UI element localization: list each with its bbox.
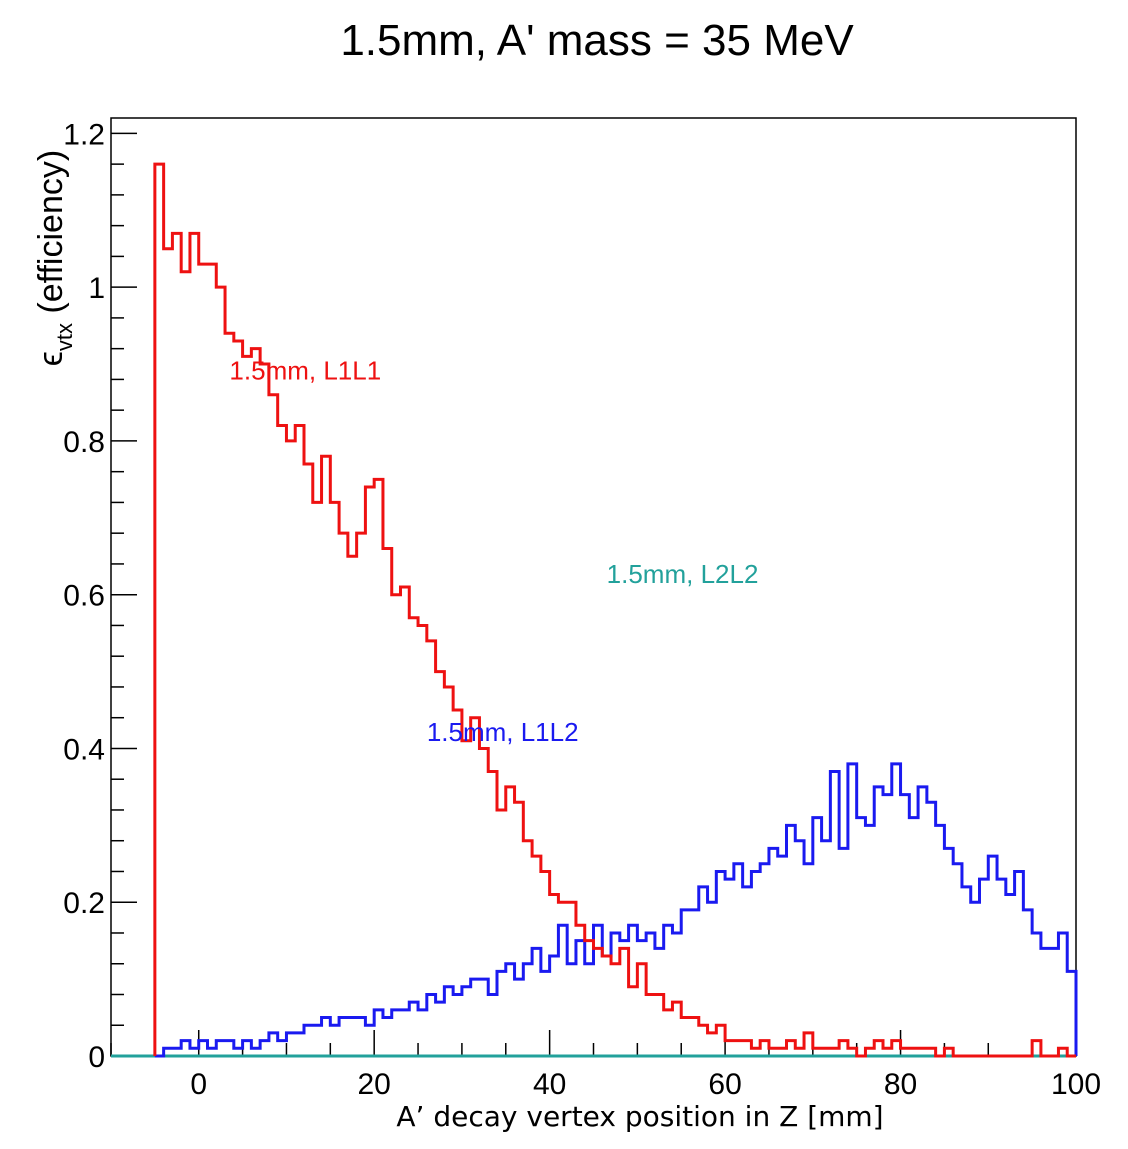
annotation-layer: 1.5mm, L1L1 1.5mm, L1L2 1.5mm, L2L2: [229, 355, 758, 746]
series-label-L2L2: 1.5mm, L2L2: [607, 559, 759, 589]
series-layer: [111, 162, 1078, 1058]
x-tick-label: 100: [1051, 1068, 1101, 1101]
x-tick-label: 80: [884, 1068, 917, 1101]
axes: 0 20 40 60 80 100 0 0.2 0.4 0.6 0.8 1 1.2: [63, 118, 1101, 1101]
y-tick-label: 1.2: [63, 118, 105, 151]
plot-frame: [110, 117, 1077, 1057]
y-tick-label: 0.2: [63, 887, 105, 920]
series-label-L1L1: 1.5mm, L1L1: [229, 355, 381, 385]
y-tick-label: 0.4: [63, 733, 105, 766]
series-L1L2-line: [154, 762, 1078, 1058]
y-tick-label: 0.8: [63, 426, 105, 459]
x-tick-label: 40: [533, 1068, 566, 1101]
x-tick-label: 20: [357, 1068, 390, 1101]
y-axis-title-subscript: vtx: [52, 323, 77, 351]
series-label-L1L2: 1.5mm, L1L2: [427, 717, 579, 747]
chart-title: 1.5mm, A' mass = 35 MeV: [340, 16, 854, 65]
y-axis-title-symbol: ϵ: [32, 351, 70, 366]
x-tick-label: 60: [708, 1068, 741, 1101]
x-axis-title: A’ decay vertex position in Z [mm]: [396, 1100, 883, 1133]
y-tick-label: 0.6: [63, 580, 105, 613]
x-tick-label: 0: [190, 1068, 207, 1101]
series-L1L1-line: [153, 162, 1076, 1058]
y-axis-title-rest: (efficiency): [32, 150, 70, 323]
y-tick-label: 1: [88, 272, 105, 305]
y-tick-label: 0: [88, 1041, 105, 1074]
y-axis-title: ϵvtx (efficiency): [32, 150, 77, 366]
